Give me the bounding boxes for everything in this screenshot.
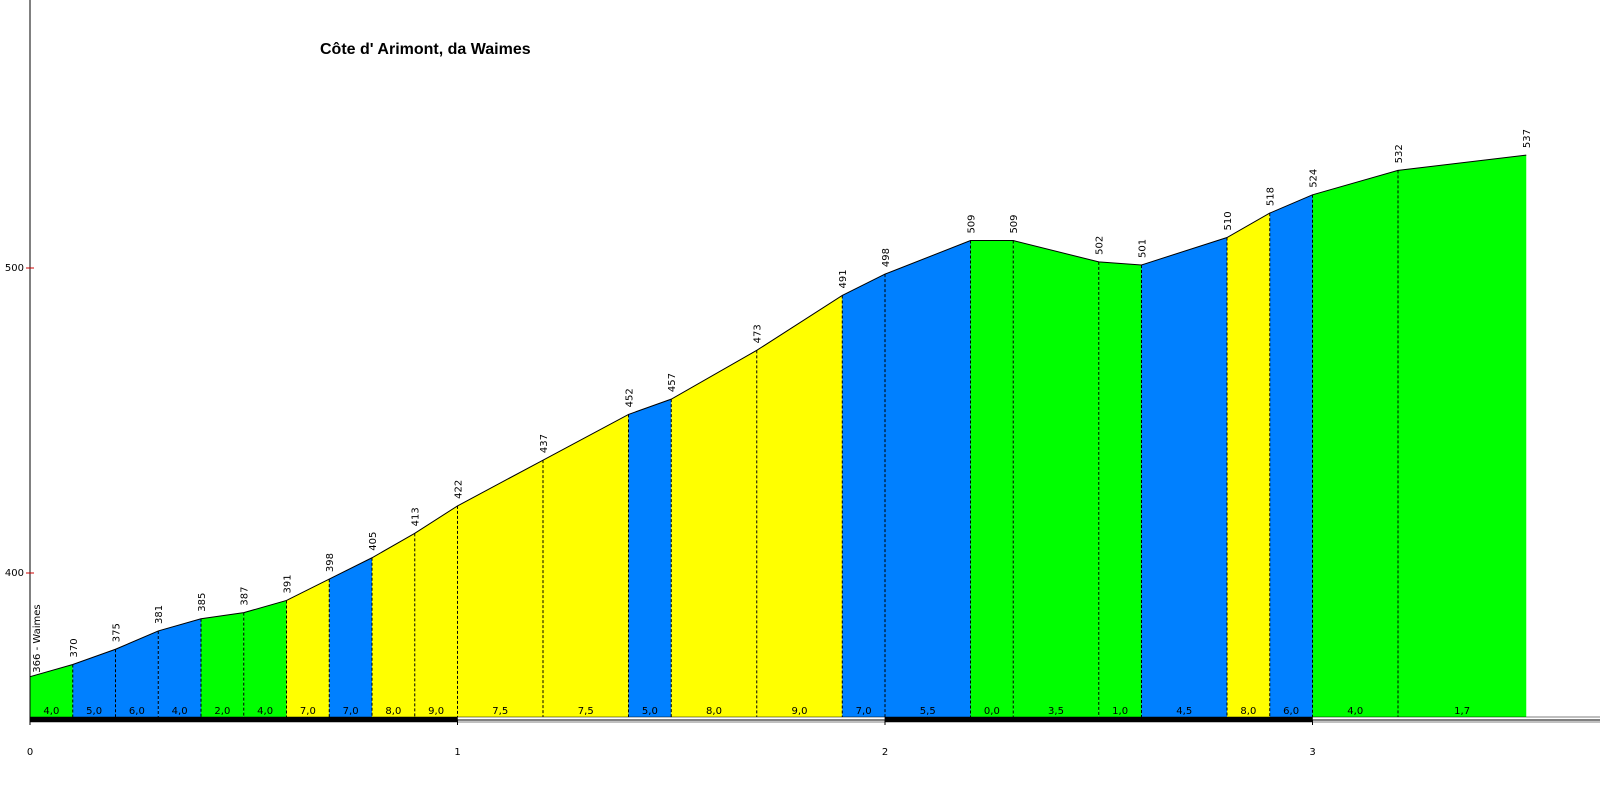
gradient-segment — [543, 414, 629, 720]
elevation-label: 518 — [1266, 187, 1277, 206]
gradient-label: 4,0 — [172, 706, 188, 717]
elevation-label: 375 — [112, 623, 123, 642]
gradient-label: 9,0 — [792, 706, 808, 717]
gradient-segment — [329, 557, 372, 720]
elevation-label: 452 — [625, 388, 636, 407]
gradient-label: 6,0 — [129, 706, 145, 717]
gradient-segment — [115, 630, 159, 720]
gradient-label: 5,0 — [86, 706, 102, 717]
x-tick-label: 0 — [27, 747, 33, 758]
gradient-segment — [1227, 213, 1270, 720]
elevation-label: 391 — [283, 574, 294, 593]
gradient-segment — [671, 350, 757, 720]
gradient-labels: 4,0 5,0 6,0 4,0 2,0 4,0 7,0 7,0 8,0 9,0 7,5 7,5 5,0 8… — [43, 706, 1470, 717]
gradient-label: 4,0 — [1347, 706, 1363, 717]
elevation-label: 532 — [1394, 144, 1405, 163]
elevation-label: 422 — [454, 480, 465, 499]
start-label: 366 - Waimes — [32, 604, 43, 672]
elevation-label: 385 — [197, 593, 208, 612]
gradient-segment — [286, 579, 330, 720]
gradient-label: 2,0 — [214, 706, 230, 717]
gradient-label: 7,0 — [300, 706, 316, 717]
gradient-segment — [30, 664, 73, 720]
x-tick-label: 2 — [882, 747, 888, 758]
gradient-segment — [158, 618, 201, 720]
gradient-segment — [628, 399, 672, 720]
gradient-label: 0,0 — [984, 706, 1000, 717]
elevation-profile-line — [29, 154, 1527, 678]
gradient-segment — [1013, 240, 1099, 721]
segment-dividers — [72, 170, 1399, 720]
elevation-label: 509 — [1009, 214, 1020, 233]
elevation-label: 491 — [838, 269, 849, 288]
gradient-label: 5,5 — [920, 706, 936, 717]
gradient-label: 1,7 — [1454, 706, 1470, 717]
elevation-label: 370 — [69, 638, 80, 657]
gradient-label: 3,5 — [1048, 706, 1064, 717]
y-axis-ticks: 400 500 — [5, 263, 34, 579]
elevation-label: 498 — [881, 248, 892, 267]
gradient-label: 7,0 — [343, 706, 359, 717]
x-tick-label: 1 — [454, 747, 460, 758]
gradient-segment — [243, 600, 287, 720]
gradient-label: 5,0 — [642, 706, 658, 717]
elevation-label: 502 — [1095, 236, 1106, 255]
y-tick-label: 400 — [5, 568, 24, 579]
x-tick-label: 3 — [1309, 747, 1315, 758]
gradient-label: 8,0 — [706, 706, 722, 717]
gradient-segment — [970, 240, 1014, 721]
elevation-label: 413 — [411, 507, 422, 526]
x-axis-ticks: 0 1 2 3 — [27, 720, 1316, 758]
gradient-segment — [372, 533, 415, 720]
gradient-segment — [1312, 170, 1398, 720]
gradient-label: 6,0 — [1283, 706, 1299, 717]
gradient-label: 7,5 — [492, 706, 508, 717]
elevation-label: 381 — [154, 605, 165, 624]
gradient-segment — [756, 295, 843, 720]
chart-title: Côte d' Arimont, da Waimes — [320, 41, 531, 58]
gradient-segment — [1141, 237, 1227, 720]
gradient-label: 4,0 — [43, 706, 59, 717]
gradient-label: 7,0 — [856, 706, 872, 717]
gradient-segment — [1398, 155, 1527, 720]
elevation-label: 398 — [325, 553, 336, 572]
elevation-label: 537 — [1522, 129, 1533, 148]
gradient-segment — [1098, 261, 1142, 720]
gradient-segment — [457, 460, 543, 720]
elevation-label: 524 — [1309, 169, 1320, 188]
elevation-labels: 370 375 381 385 387 391 398 405 413 422 437 452 457 4… — [69, 129, 1534, 657]
elevation-label: 457 — [667, 373, 678, 392]
elevation-label: 473 — [753, 324, 764, 343]
elevation-label: 405 — [368, 532, 379, 551]
gradient-label: 8,0 — [385, 706, 401, 717]
y-tick-label: 500 — [5, 263, 24, 274]
gradient-segment — [885, 240, 971, 721]
gradient-segment — [842, 274, 885, 720]
gradient-label: 8,0 — [1240, 706, 1256, 717]
gradient-segments — [30, 155, 1527, 721]
gradient-label: 4,5 — [1176, 706, 1192, 717]
gradient-label: 9,0 — [428, 706, 444, 717]
elevation-label: 437 — [539, 434, 550, 453]
gradient-label: 7,5 — [578, 706, 594, 717]
elevation-label: 509 — [967, 214, 978, 233]
gradient-label: 4,0 — [257, 706, 273, 717]
gradient-segment — [72, 649, 116, 720]
elevation-label: 387 — [240, 587, 251, 606]
gradient-label: 1,0 — [1112, 706, 1128, 717]
gradient-segment — [414, 505, 458, 720]
gradient-segment — [201, 612, 244, 720]
gradient-segment — [1269, 194, 1313, 721]
elevation-label: 510 — [1223, 211, 1234, 230]
elevation-label: 501 — [1138, 239, 1149, 258]
